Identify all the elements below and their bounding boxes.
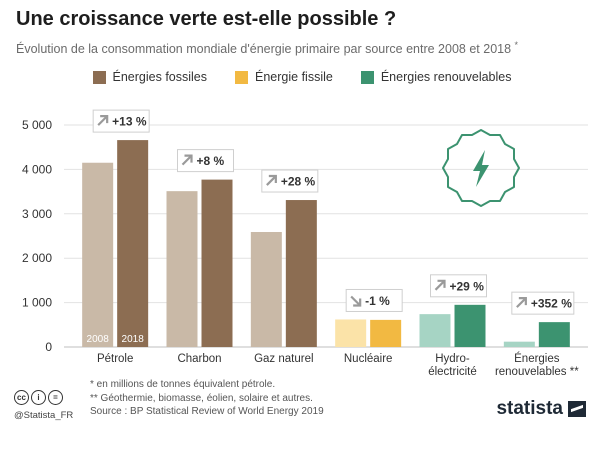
y-tick-label: 1 000: [22, 296, 52, 310]
bar-2018: [117, 140, 149, 347]
x-category-label: Hydro-électricité: [428, 353, 477, 378]
legend-label-fissile: Énergie fissile: [255, 70, 333, 84]
change-badge: +28 %: [261, 169, 319, 193]
footer: cc i = @Statista_FR * en millions de ton…: [0, 370, 604, 457]
arrow-shaft: [266, 176, 276, 186]
category-label-line: Charbon: [177, 353, 221, 365]
bar-year-label: 2018: [122, 334, 145, 345]
subtitle-text: Évolution de la consommation mondiale d'…: [16, 42, 512, 57]
bar-2008: [82, 162, 114, 347]
social-handle: @Statista_FR: [14, 410, 74, 421]
arrow-head: [100, 114, 109, 124]
change-badge: +29 %: [430, 274, 487, 298]
x-category-label: Nucléaire: [344, 353, 393, 365]
change-label: +8 %: [197, 154, 225, 168]
arrow-shaft: [516, 298, 526, 308]
category-label-line: Pétrole: [97, 353, 133, 365]
statista-mark-icon: [568, 401, 586, 417]
arrow-head: [518, 297, 527, 306]
y-tick-label: 2 000: [22, 251, 52, 265]
arrow-head: [184, 154, 193, 163]
footnote-units: * en millions de tonnes équivalent pétro…: [90, 379, 276, 390]
bar-2018: [454, 304, 486, 347]
bar-2018: [370, 319, 402, 347]
chart-title: Une croissance verte est-elle possible ?: [16, 8, 397, 30]
bar-2008: [503, 341, 535, 347]
bar-chart: 0 1 000 2 000 3 000 4 000 5 000 2008 2018 +13 % P…: [22, 109, 588, 378]
category-label-line: Énergies: [514, 352, 560, 365]
arrow-up-right-icon: [181, 154, 193, 166]
bar-2018: [285, 200, 317, 347]
y-tick-label: 3 000: [22, 207, 52, 221]
arrow-shaft: [97, 116, 107, 126]
brand-name: statista: [496, 398, 563, 419]
change-label: +352 %: [531, 297, 572, 311]
change-label: +29 %: [450, 279, 485, 293]
subtitle-footnote-mark: *: [514, 40, 519, 50]
category-label-line: électricité: [428, 366, 477, 378]
footnotes: * en millions de tonnes équivalent pétro…: [90, 378, 324, 419]
source-note: Source : BP Statistical Review of World …: [90, 406, 324, 417]
bar-2008: [250, 232, 282, 347]
arrow-shaft: [350, 295, 360, 306]
change-badge: +13 %: [92, 109, 150, 133]
footnote-renewables: ** Géothermie, biomasse, éolien, solaire…: [90, 392, 313, 404]
category-label-line: Gaz naturel: [254, 353, 313, 365]
change-label: +28 %: [281, 175, 316, 189]
arrow-down-right-icon: [350, 295, 362, 307]
energy-lightning-icon: [442, 129, 520, 207]
bar-2008: [335, 319, 367, 347]
cc-icon: cc: [14, 390, 29, 405]
y-tick-label: 5 000: [22, 118, 52, 132]
legend-label-fossil: Énergies fossiles: [112, 70, 208, 84]
legend-item-renewable: Énergies renouvelables: [360, 70, 512, 84]
legend-item-fissile: Énergie fissile: [235, 70, 333, 84]
arrow-head: [268, 174, 277, 184]
x-category-label: Énergies renouvelables **: [495, 352, 579, 378]
bar-2008: [166, 191, 198, 347]
arrow-shaft: [434, 281, 445, 291]
change-badge: +8 %: [177, 149, 234, 173]
arrow-shaft: [181, 155, 192, 166]
x-category-label: Gaz naturel: [254, 353, 313, 365]
statista-logo: statista: [496, 398, 586, 420]
arrow-head: [437, 279, 446, 288]
legend-item-fossil: Énergies fossiles: [92, 70, 208, 84]
category-label-line: Nucléaire: [344, 353, 393, 365]
chart-subtitle: Évolution de la consommation mondiale d'…: [16, 40, 518, 56]
arrow-head: [353, 298, 362, 307]
legend-swatch-fossil: [92, 70, 106, 84]
legend: Énergies fossiles Énergie fissile Énergi…: [0, 70, 604, 84]
change-label: -1 %: [365, 294, 390, 308]
legend-label-renewable: Énergies renouvelables: [380, 70, 512, 84]
arrow-up-right-icon: [266, 174, 277, 186]
legend-swatch-fissile: [235, 70, 249, 84]
y-tick-label: 4 000: [22, 162, 52, 176]
legend-swatch-renewable: [360, 70, 374, 84]
bar-2018: [201, 179, 233, 347]
change-label: +13 %: [112, 115, 147, 129]
x-category-label: Pétrole: [97, 353, 133, 365]
change-badge: -1 %: [345, 288, 403, 312]
badge-box: [511, 291, 575, 315]
y-tick-label: 0: [45, 340, 52, 354]
attribution-icon: i: [31, 390, 46, 405]
bar-2008: [419, 314, 451, 347]
bar-2018: [538, 322, 570, 347]
bar-year-label: 2008: [87, 334, 110, 345]
no-derivatives-icon: =: [48, 390, 63, 405]
category-label-line: Hydro-: [435, 353, 470, 365]
cc-license: cc i =: [14, 390, 63, 405]
change-badge: +352 %: [511, 291, 575, 315]
category-label-line: renouvelables **: [495, 366, 579, 378]
arrow-up-right-icon: [97, 114, 109, 126]
x-category-label: Charbon: [177, 353, 221, 365]
arrow-up-right-icon: [434, 279, 446, 291]
arrow-up-right-icon: [516, 297, 527, 308]
